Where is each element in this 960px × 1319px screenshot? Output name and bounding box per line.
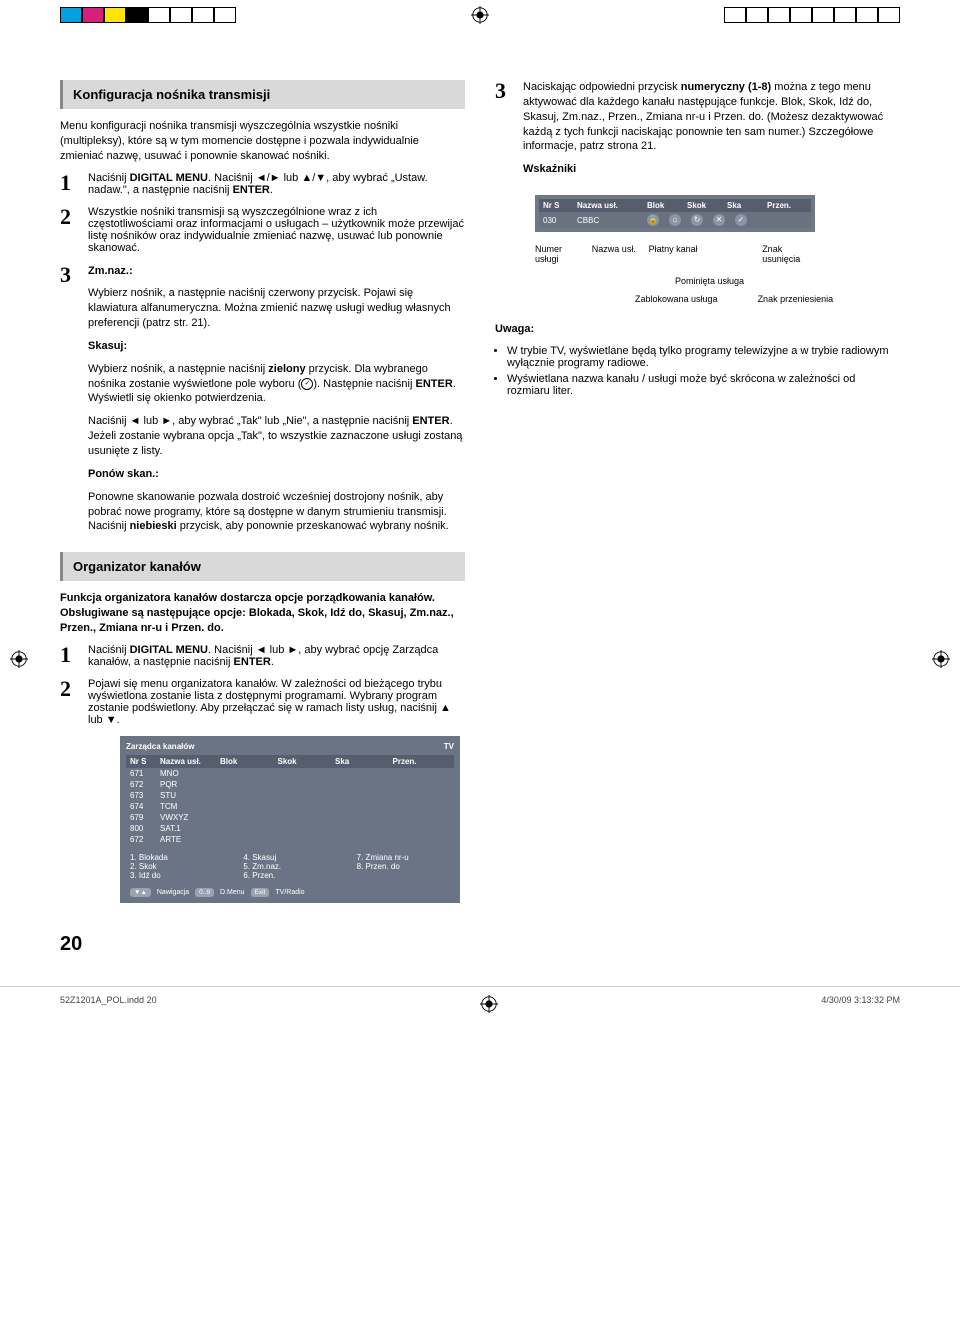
- step-number: 1: [60, 644, 80, 668]
- section2-intro: Funkcja organizatora kanałów dostarcza o…: [60, 591, 465, 636]
- channel-manager-osd: Zarządca kanałów TV Nr SNazwa usł.BlokSk…: [120, 736, 460, 903]
- step-number: 3: [60, 264, 80, 543]
- step3-body: Zm.naz.: Wybierz nośnik, a następnie nac…: [88, 264, 465, 543]
- section1-intro: Menu konfiguracji nośnika transmisji wys…: [60, 119, 465, 164]
- registration-bar: [0, 0, 960, 30]
- registration-mark-bottom: [480, 995, 498, 1013]
- swatches-right: [724, 7, 900, 23]
- swatches-left: [60, 7, 236, 23]
- print-footer: 52Z1201A_POL.indd 20 4/30/09 3:13:32 PM: [0, 986, 960, 1021]
- registration-mark-top: [471, 6, 489, 24]
- section1-header: Konfiguracja nośnika transmisji: [60, 80, 465, 109]
- step-number: 3: [495, 80, 515, 185]
- note-heading: Uwaga:: [495, 323, 534, 335]
- right-step3-body: Naciskając odpowiedni przycisk numeryczn…: [523, 80, 900, 185]
- registration-mark-left: [10, 650, 28, 668]
- step-number: 2: [60, 206, 80, 254]
- section2-header: Organizator kanałów: [60, 552, 465, 581]
- indicator-labels: Numer usługiNazwa usł.Płatny kanałZnak u…: [535, 244, 815, 264]
- note-list: W trybie TV, wyświetlane będą tylko prog…: [495, 345, 900, 397]
- step-number: 1: [60, 172, 80, 196]
- step-number: 2: [60, 678, 80, 726]
- left-column: Konfiguracja nośnika transmisji Menu kon…: [60, 80, 465, 903]
- s2-step2-body: Pojawi się menu organizatora kanałów. W …: [88, 678, 465, 726]
- s2-step1-body: Naciśnij DIGITAL MENU. Naciśnij ◄ lub ►,…: [88, 644, 465, 668]
- check-icon: ✓: [301, 378, 313, 390]
- page-number: 20: [60, 933, 900, 956]
- registration-mark-right: [932, 650, 950, 668]
- step1-body: Naciśnij DIGITAL MENU. Naciśnij ◄/► lub …: [88, 172, 465, 196]
- indicators-osd: Nr SNazwa usł.BlokSkokSkaPrzen. 030 CBBC…: [535, 195, 815, 232]
- step2-body: Wszystkie nośniki transmisji są wyszczeg…: [88, 206, 465, 254]
- right-column: 3 Naciskając odpowiedni przycisk numeryc…: [495, 80, 900, 903]
- indicator-sub-labels: Pominięta usługa Zablokowana usługa Znak…: [535, 276, 900, 304]
